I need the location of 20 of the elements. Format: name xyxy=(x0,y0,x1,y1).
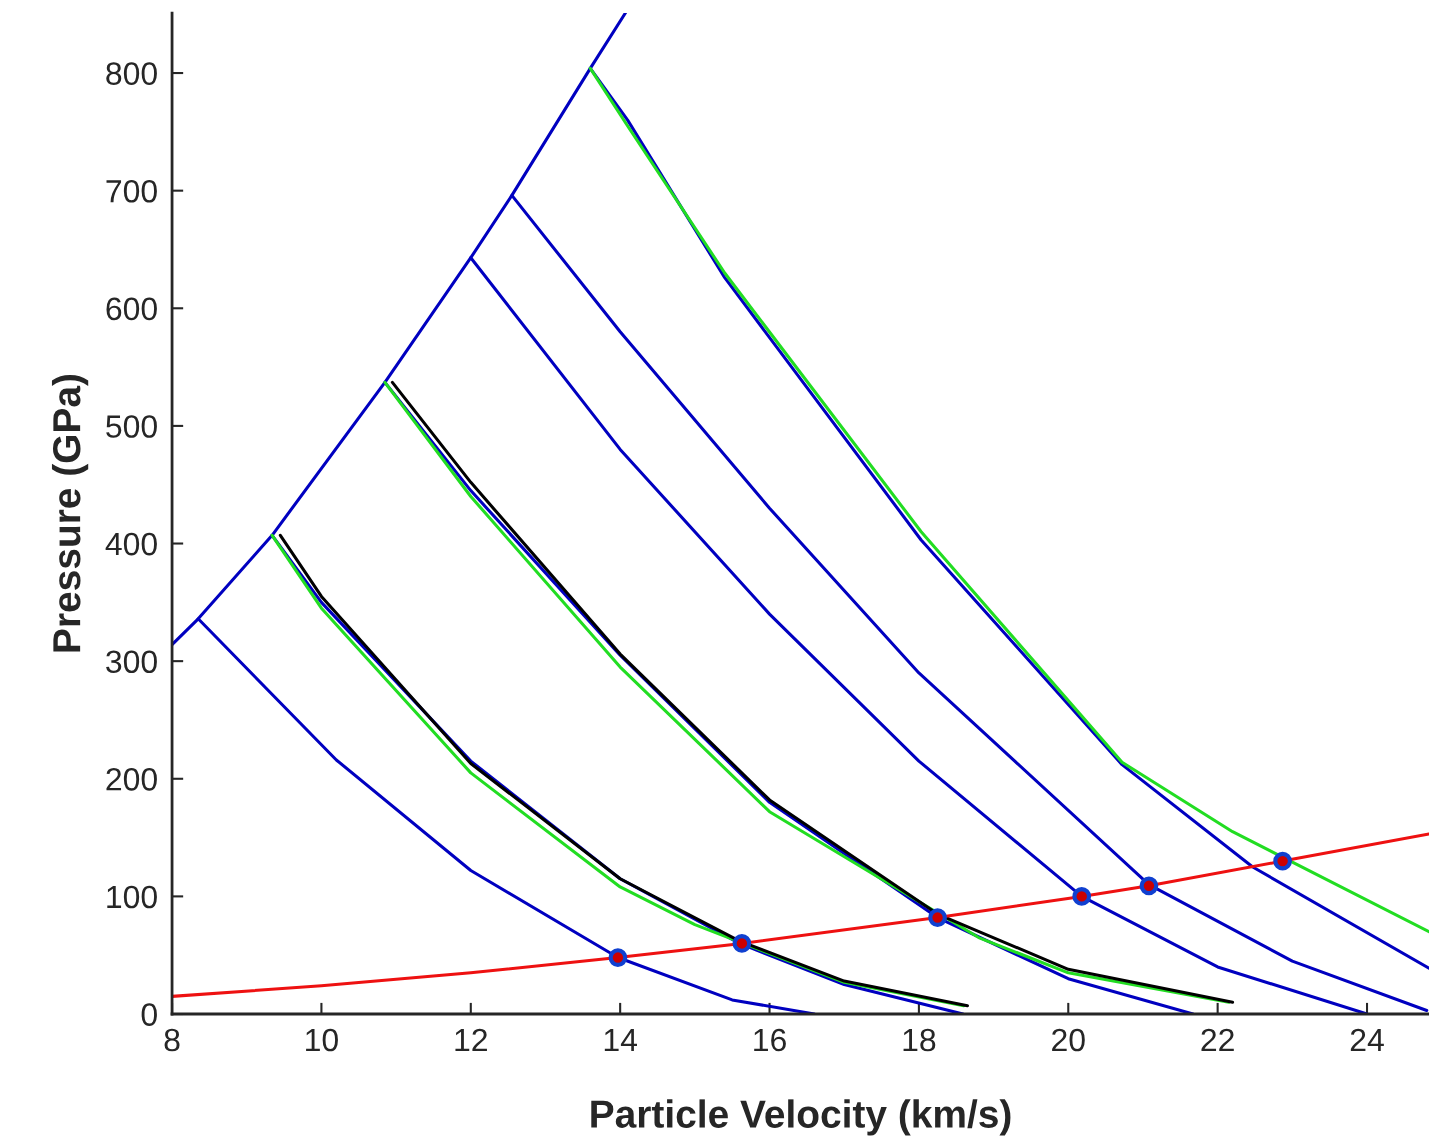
x-tick-label: 8 xyxy=(164,1028,180,1052)
y-tick-label: 400 xyxy=(105,532,157,556)
x-tick-label: 18 xyxy=(903,1028,936,1052)
x-tick-label: 20 xyxy=(1052,1028,1085,1052)
x-tick-label: 10 xyxy=(306,1028,338,1052)
y-tick-label: 500 xyxy=(106,415,157,438)
x-tick-label: 16 xyxy=(754,1028,786,1052)
y-axis-title: Pressure (GPa) xyxy=(51,374,89,652)
x-tick-label: 24 xyxy=(1350,1028,1384,1052)
y-tick-label: 300 xyxy=(106,650,157,674)
y-tick-label: 100 xyxy=(107,885,157,909)
x-tick-label: 14 xyxy=(604,1029,637,1052)
y-tick-label: 200 xyxy=(106,768,157,791)
x-tick-label: 22 xyxy=(1201,1028,1234,1052)
y-tick-label: 600 xyxy=(106,297,157,321)
y-tick-label: 800 xyxy=(106,62,157,85)
y-tick-label: 700 xyxy=(106,179,157,203)
y-tick-label: 0 xyxy=(141,1003,157,1026)
x-axis-title: Particle Velocity (km/s) xyxy=(591,1099,1011,1136)
x-tick-label: 12 xyxy=(455,1028,487,1052)
